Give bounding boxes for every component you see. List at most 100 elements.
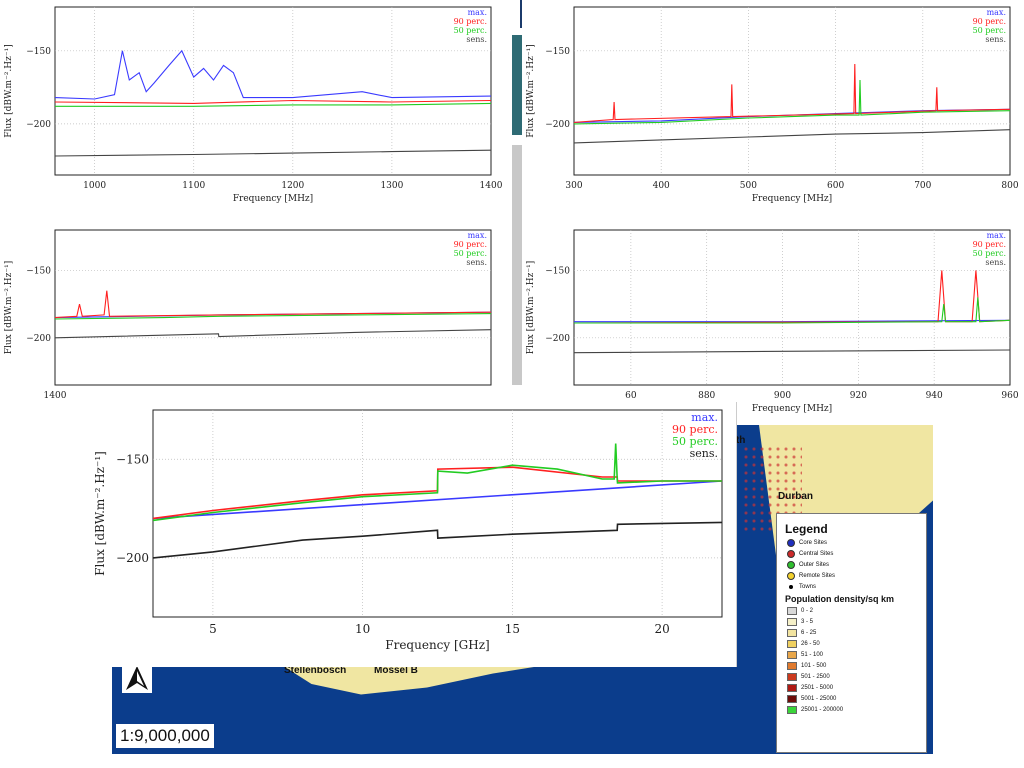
plot-frame <box>152 409 723 618</box>
legend-density-item: 5001 - 25000 <box>787 694 926 703</box>
map-town-label: Durban <box>778 491 813 502</box>
series-line <box>55 102 492 107</box>
x-tick-label: 700 <box>914 181 931 191</box>
y-tick-label: −200 <box>545 120 570 130</box>
series-line <box>573 108 1011 123</box>
legend-entry: sens. <box>466 258 487 267</box>
legend-density-item: 26 - 50 <box>787 639 926 648</box>
plot-frame <box>573 6 1011 176</box>
x-tick-label: 920 <box>850 391 867 401</box>
legend-density-label: 5001 - 25000 <box>801 695 837 702</box>
legend-density-title: Population density/sq km <box>785 594 895 604</box>
legend-entry: 90 perc. <box>672 423 718 436</box>
series-line <box>54 329 492 339</box>
legend-density-swatch <box>787 650 797 659</box>
legend-entry: 50 perc. <box>672 435 718 448</box>
legend-entry: 50 perc. <box>454 249 487 258</box>
y-axis-label: Flux [dBW.m⁻².Hz⁻¹] <box>93 451 107 576</box>
legend-density-item: 0 - 2 <box>787 606 926 615</box>
legend-site-label: Central Sites <box>799 550 834 557</box>
slide-divider <box>512 145 522 385</box>
y-tick-label: −150 <box>545 266 570 276</box>
legend-density-label: 2501 - 5000 <box>801 684 834 691</box>
x-tick-label: 1100 <box>182 181 205 191</box>
legend-entry: sens. <box>985 258 1006 267</box>
y-axis-label: Flux [dBW.m⁻².Hz⁻¹] <box>4 44 14 138</box>
chart-panel-5: 5 10 15 20 −150 −200 Frequency [GHz] Flux [dBW.… <box>90 402 737 667</box>
y-tick-label: −150 <box>26 47 51 57</box>
legend-site-marker <box>787 538 795 547</box>
x-tick-label: 960 <box>1001 391 1018 401</box>
x-tick-label: 1400 <box>44 391 67 400</box>
x-tick-label: 300 <box>565 181 582 191</box>
legend-density-swatch <box>787 617 797 626</box>
legend-density-item: 25001 - 200000 <box>787 705 926 714</box>
legend-density-item: 501 - 2500 <box>787 672 926 681</box>
series-line <box>573 79 1011 125</box>
legend-density-label: 101 - 500 <box>801 662 827 669</box>
legend-site-item: Central Sites <box>787 549 926 558</box>
legend-title: Legend <box>785 522 828 536</box>
y-tick-label: −200 <box>26 334 51 344</box>
legend-site-marker <box>787 549 795 558</box>
legend-entry: 50 perc. <box>973 26 1006 35</box>
x-tick-label: 1300 <box>380 181 403 191</box>
legend-entry: max. <box>691 411 718 424</box>
legend-density-item: 101 - 500 <box>787 661 926 670</box>
north-arrow-icon <box>122 663 152 693</box>
legend-density-label: 25001 - 200000 <box>801 706 844 713</box>
y-tick-label: −150 <box>26 266 51 276</box>
x-axis-label: Frequency [MHz] <box>752 194 832 204</box>
series-line <box>54 49 492 100</box>
chart-panel-2: 300 400 500 600 700 800 −150 −200 Frequency [MHz… <box>522 0 1024 205</box>
x-tick-label: 1200 <box>281 181 304 191</box>
series-line <box>152 521 723 559</box>
legend-entry: max. <box>468 8 487 17</box>
legend-entry: 90 perc. <box>454 240 487 249</box>
legend-entry: 50 perc. <box>454 26 487 35</box>
x-tick-label: 15 <box>505 622 520 636</box>
legend-site-marker <box>787 571 795 580</box>
legend-site-label: Remote Sites <box>799 572 836 579</box>
map-town-label: Mossel B <box>374 665 418 676</box>
x-axis-label: Frequency [MHz] <box>752 404 832 414</box>
legend-density-swatch <box>787 705 797 714</box>
legend-site-item: Core Sites <box>787 538 926 547</box>
legend-density-label: 26 - 50 <box>801 640 820 647</box>
legend-density-label: 6 - 25 <box>801 629 817 636</box>
chart-panel-3: 1400 −150 −200 Flux [dBW.m⁻².Hz⁻¹] max. 90 pe… <box>0 225 512 400</box>
legend-density-swatch <box>787 606 797 615</box>
map-legend: Legend Core Sites Central Sites Outer Site… <box>776 513 927 753</box>
plot-frame <box>54 229 492 386</box>
legend-density-swatch <box>787 683 797 692</box>
x-tick-label: 880 <box>698 391 715 401</box>
legend-density-swatch <box>787 639 797 648</box>
x-tick-label: 60 <box>625 391 637 401</box>
series-line <box>574 319 1011 323</box>
legend-density-item: 2501 - 5000 <box>787 683 926 692</box>
legend-density-swatch <box>787 672 797 681</box>
legend-density-label: 501 - 2500 <box>801 673 830 680</box>
x-tick-label: 940 <box>926 391 943 401</box>
x-tick-label: 5 <box>209 622 217 636</box>
legend-site-item: Outer Sites <box>787 560 926 569</box>
map-town-label: Stellenbosch <box>284 665 347 676</box>
chart-panel-4: 60 880 900 920 940 960 −150 −200 Frequency [MHz]… <box>522 225 1024 423</box>
legend-site-label: Towns <box>799 583 817 590</box>
plot-frame <box>573 229 1011 386</box>
legend-density-swatch <box>787 661 797 670</box>
y-axis-label: Flux [dBW.m⁻².Hz⁻¹] <box>4 261 14 355</box>
legend-density-label: 51 - 100 <box>801 651 824 658</box>
y-tick-label: −200 <box>26 120 51 130</box>
legend-site-label: Core Sites <box>799 539 828 546</box>
series-line <box>573 63 1011 123</box>
legend-site-label: Outer Sites <box>799 561 830 568</box>
legend-density-swatch <box>787 694 797 703</box>
series-line <box>152 443 722 522</box>
legend-density-item: 6 - 25 <box>787 628 926 637</box>
y-tick-label: −200 <box>545 334 570 344</box>
x-tick-label: 1000 <box>83 181 106 191</box>
x-tick-label: 400 <box>653 181 670 191</box>
x-tick-label: 900 <box>774 391 791 401</box>
legend-entry: 50 perc. <box>973 249 1006 258</box>
